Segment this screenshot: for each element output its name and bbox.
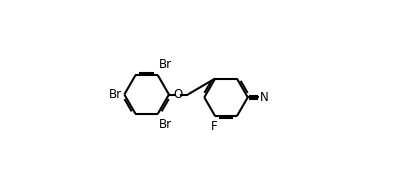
Text: Br: Br bbox=[109, 88, 122, 101]
Text: O: O bbox=[173, 88, 182, 101]
Text: Br: Br bbox=[159, 58, 172, 71]
Text: Br: Br bbox=[159, 118, 172, 131]
Text: N: N bbox=[260, 91, 268, 104]
Text: F: F bbox=[211, 120, 217, 133]
